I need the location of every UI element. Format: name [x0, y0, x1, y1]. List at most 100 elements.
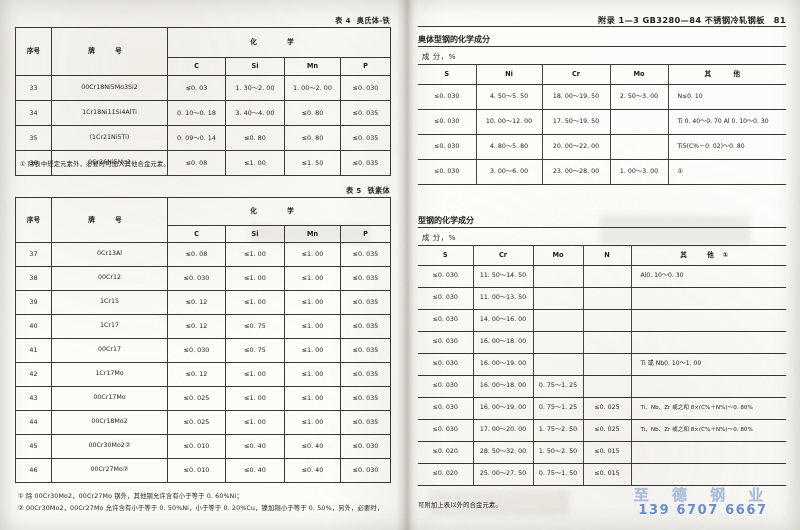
table-b-r8-mo: 1. 50～2. 50	[532, 441, 584, 464]
table5-r1-seq: 38	[15, 266, 52, 291]
table5-header-row-2: C Si Mn P	[16, 225, 392, 243]
table-row: ≤0. 030 3. 00～6. 00 23. 00～28. 00 1. 00～…	[418, 159, 786, 185]
page-number: 81	[773, 15, 786, 25]
table5-r7-c: ≤0. 025	[167, 410, 226, 435]
table-a-r1-ni: 10. 00～12. 00	[475, 109, 543, 135]
table-b-r0-cr: 11. 50～14. 50	[472, 265, 534, 288]
table-b-r8-s: ≤0. 020	[418, 441, 474, 464]
table5-r1-brand: 00Cr12	[51, 266, 168, 291]
table5-r5-p: ≤0. 035	[339, 362, 392, 387]
table4-footnote: ① 除表中规定元素外，必要时可加入其他合金元素。	[20, 161, 170, 168]
table5-r6-si: ≤1. 00	[225, 386, 285, 411]
table-a-th-other: 其 他	[667, 64, 786, 85]
table-b-r7-other: Ti、Nb、Zr 或之和 8×(C%＋N%)～0. 80%	[630, 419, 786, 442]
table5-r9-mn: ≤0. 40	[284, 458, 341, 483]
table4-r1-c: 0. 10～0. 18	[167, 100, 226, 126]
table-row: 46 00Cr27Mo② ≤0. 010 ≤0. 40 ≤0. 40 ≤0. 0…	[15, 458, 392, 483]
table-row: 42 1Cr17Mo ≤0. 12 ≤1. 00 ≤1. 00 ≤0. 035	[15, 362, 392, 387]
table-a-r1-s: ≤0. 030	[418, 109, 477, 135]
table5-r6-mn: ≤1. 00	[284, 386, 341, 411]
table4-th-mn: Mn	[284, 57, 341, 76]
table5-r6-p: ≤0. 035	[339, 386, 392, 411]
table-b-r2-s: ≤0. 030	[418, 309, 474, 332]
table5-r9-brand: 00Cr27Mo②	[51, 458, 168, 483]
table4-th-chem-group: 化 学	[166, 27, 392, 58]
table-b-r5-mo: 0. 75～1. 25	[532, 375, 584, 398]
table5-r0-c: ≤0. 08	[167, 242, 226, 267]
table-b-r3-mo	[532, 331, 584, 354]
table5-r0-si: ≤1. 00	[225, 242, 285, 267]
header-rule	[418, 26, 786, 27]
table-b-r2-mo	[532, 309, 584, 332]
table4-r2-brand: (1Cr21Ni5Ti)	[51, 125, 168, 151]
table5-th-mn: Mn	[284, 225, 341, 243]
table-b-r7-mo: 1. 75～2. 50	[532, 419, 584, 442]
table-row: ≤0. 030 4. 80～5. 80 20. 00～22. 00 Ti5(C%…	[418, 134, 786, 160]
table5-ferritic: 序号 牌 号 化 学 C Si Mn P 37 0Cr13Al ≤0. 08 ≤…	[15, 197, 392, 483]
table-b-r1-s: ≤0. 030	[418, 287, 474, 310]
table-a-r2-other: Ti5(C%－0. 02)～0. 80	[667, 134, 786, 160]
table5-r0-mn: ≤1. 00	[284, 242, 341, 267]
table4-r0-brand: 00Cr18Ni5Mo3Si2	[51, 75, 168, 101]
table5-r3-si: ≤0. 75	[225, 314, 285, 339]
table-b-th-cr: Cr	[472, 245, 534, 266]
table5-r8-si: ≤0. 40	[225, 434, 285, 459]
table-a-r3-s: ≤0. 030	[418, 159, 477, 185]
table-austenitic-composition: S Ni Cr Mo 其 他 ≤0. 030 4. 50～5. 50 18. 0…	[418, 64, 786, 185]
table5-r4-seq: 41	[15, 338, 52, 363]
table-a-r2-mo	[609, 134, 669, 160]
page-header-title: 附录 1—3 GB3280—84 不锈钢冷轧钢板	[598, 15, 765, 25]
table-b-r7-s: ≤0. 030	[418, 419, 474, 442]
table5-r5-c: ≤0. 12	[167, 362, 226, 387]
table5-r5-si: ≤1. 00	[225, 362, 285, 387]
table4-r0-seq: 33	[15, 75, 52, 101]
section-title-austenitic: 奥体型钢的化学成分	[418, 35, 490, 44]
table-b-r9-n: ≤0. 015	[582, 463, 632, 486]
table-row: 45 00Cr30Mo2② ≤0. 010 ≤0. 40 ≤0. 40 ≤0. …	[15, 434, 392, 459]
table-a-r0-mo: 2. 50～3. 00	[609, 84, 669, 110]
table4-th-brand: 牌 号	[51, 27, 168, 76]
table-b-r6-n: ≤0. 025	[582, 397, 632, 420]
table-a-th-ni: Ni	[475, 64, 543, 85]
table-a-r0-s: ≤0. 030	[418, 84, 477, 110]
table-row: 37 0Cr13Al ≤0. 08 ≤1. 00 ≤1. 00 ≤0. 035	[15, 242, 392, 267]
table-b-th-s: S	[418, 245, 474, 266]
table-b-r3-cr: 16. 00～18. 00	[472, 331, 534, 354]
table4-r0-mn: 1. 00～2. 00	[284, 75, 341, 101]
table-b-r5-other	[630, 375, 786, 398]
table5-r6-c: ≤0. 025	[167, 386, 226, 411]
table-b-r0-s: ≤0. 030	[418, 265, 474, 288]
table-row: 35 (1Cr21Ni5Ti) 0. 09～0. 14 ≤0. 80 ≤0. 8…	[15, 125, 392, 151]
table-b-r0-n	[582, 265, 632, 288]
table5-r3-brand: 1Cr17	[51, 314, 168, 339]
table5-r1-mn: ≤1. 00	[284, 266, 341, 291]
table-row: ≤0. 030 4. 50～5. 50 18. 00～19. 50 2. 50～…	[418, 84, 786, 110]
table5-r5-seq: 42	[15, 362, 52, 387]
table-b-r6-mo: 0. 75～1. 25	[532, 397, 584, 420]
table-row: ≤0. 030 16. 00～18. 00	[418, 331, 786, 354]
table4-r2-seq: 35	[15, 125, 52, 151]
table5-r7-brand: 00Cr18Mo2	[51, 410, 168, 435]
table-a-r3-mo: 1. 00～3. 00	[609, 159, 669, 185]
table4-caption-number: 表 4	[335, 16, 351, 25]
table-b-r4-cr: 16. 00～19. 00	[472, 353, 534, 376]
table4-caption-title: 奥氏体-铁	[356, 16, 390, 25]
table-b-r2-cr: 14. 00～16. 00	[472, 309, 534, 332]
table4-header-row-1: 序号 牌 号 化 学	[15, 27, 392, 76]
table-b-r6-other: Ti、Nb、Zr 或之和 8×(C%＋N%)～0. 80%	[630, 397, 786, 420]
table5-r7-seq: 44	[15, 410, 52, 435]
table-b-r0-mo	[532, 265, 584, 288]
table-a-r0-other: N≤0. 10	[667, 84, 786, 110]
table5-r2-c: ≤0. 12	[167, 290, 226, 315]
table-a-r3-cr: 23. 00～28. 00	[541, 159, 611, 185]
table4-r2-c: 0. 09～0. 14	[167, 125, 226, 151]
table-row: ≤0. 030 14. 00～16. 00	[418, 309, 786, 332]
table-a-header-row: S Ni Cr Mo 其 他	[418, 64, 786, 85]
table-b-r7-cr: 17. 00～20. 00	[472, 419, 534, 442]
table-b-r8-cr: 28. 50～32. 00	[472, 441, 534, 464]
table5-r0-seq: 37	[15, 242, 52, 267]
table5-r2-seq: 39	[15, 290, 52, 315]
table-row: 40 1Cr17 ≤0. 12 ≤0. 75 ≤1. 00 ≤0. 035	[15, 314, 392, 339]
table-b-r4-n	[582, 353, 632, 376]
right-page-column: 附录 1—3 GB3280—84 不锈钢冷轧钢板 81 奥体型钢的化学成分 成 分…	[404, 0, 800, 530]
